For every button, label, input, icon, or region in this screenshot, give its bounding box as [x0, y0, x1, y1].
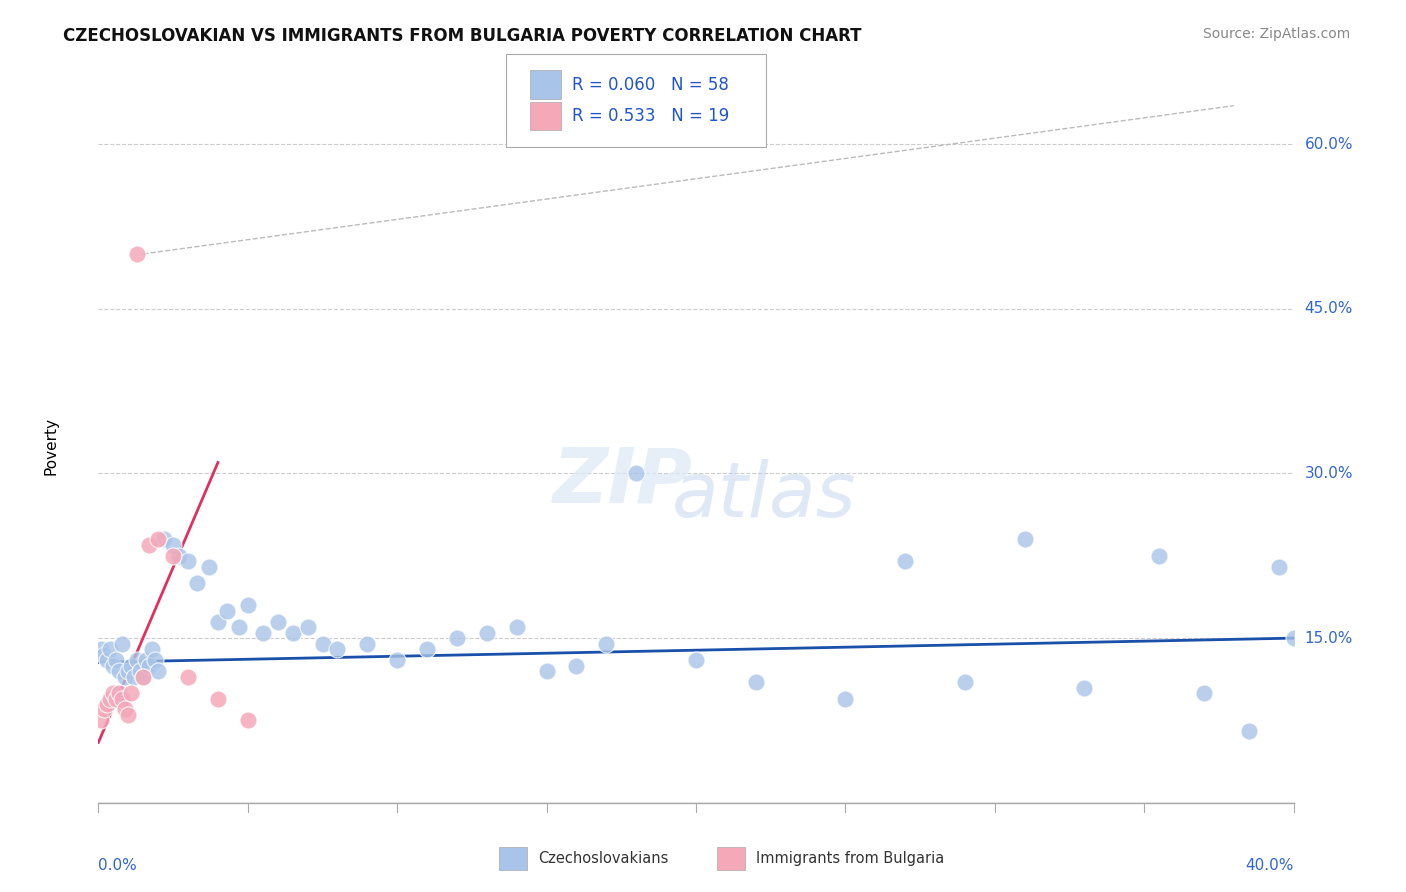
Point — [103, 686, 125, 700]
Point — [105, 653, 128, 667]
Point — [120, 658, 142, 673]
Point — [536, 664, 558, 678]
Point — [162, 549, 184, 563]
Point — [148, 664, 170, 678]
Point — [105, 691, 128, 706]
Point — [446, 631, 468, 645]
Point — [114, 669, 136, 683]
Point — [626, 467, 648, 481]
Point — [167, 549, 190, 563]
Point — [177, 554, 200, 568]
Point — [141, 642, 163, 657]
Text: 45.0%: 45.0% — [1305, 301, 1353, 317]
Point — [132, 669, 155, 683]
Point — [281, 625, 304, 640]
Point — [98, 642, 122, 657]
Point — [186, 576, 208, 591]
Point — [127, 653, 149, 667]
Text: 15.0%: 15.0% — [1305, 631, 1353, 646]
Text: 40.0%: 40.0% — [1246, 858, 1294, 872]
Point — [138, 538, 160, 552]
Point — [1073, 681, 1095, 695]
Point — [153, 533, 176, 547]
Point — [127, 247, 149, 261]
Point — [98, 691, 122, 706]
Point — [1282, 631, 1305, 645]
Point — [108, 686, 131, 700]
Point — [207, 691, 229, 706]
Point — [228, 620, 250, 634]
Text: atlas: atlas — [672, 459, 856, 533]
Point — [565, 658, 588, 673]
Point — [124, 669, 146, 683]
Point — [90, 714, 112, 728]
Point — [1267, 559, 1289, 574]
Point — [143, 653, 166, 667]
Point — [894, 554, 917, 568]
Point — [745, 675, 768, 690]
Point — [311, 637, 333, 651]
Point — [326, 642, 349, 657]
Point — [207, 615, 229, 629]
Text: Immigrants from Bulgaria: Immigrants from Bulgaria — [756, 851, 945, 866]
Point — [267, 615, 290, 629]
Text: Czechoslovakians: Czechoslovakians — [538, 851, 669, 866]
Text: CZECHOSLOVAKIAN VS IMMIGRANTS FROM BULGARIA POVERTY CORRELATION CHART: CZECHOSLOVAKIAN VS IMMIGRANTS FROM BULGA… — [63, 27, 862, 45]
Point — [595, 637, 617, 651]
Point — [1014, 533, 1036, 547]
Point — [198, 559, 221, 574]
Point — [953, 675, 976, 690]
Point — [108, 664, 131, 678]
Point — [162, 538, 184, 552]
Point — [236, 714, 259, 728]
Point — [475, 625, 498, 640]
Point — [111, 691, 134, 706]
Point — [111, 637, 134, 651]
Point — [93, 648, 115, 662]
Point — [236, 598, 259, 612]
Point — [416, 642, 439, 657]
Point — [356, 637, 378, 651]
Point — [114, 702, 136, 716]
Point — [138, 658, 160, 673]
Text: 30.0%: 30.0% — [1305, 466, 1353, 481]
Point — [135, 653, 157, 667]
Point — [96, 697, 118, 711]
Point — [96, 653, 118, 667]
Point — [148, 533, 170, 547]
Point — [103, 658, 125, 673]
Text: Poverty: Poverty — [44, 417, 58, 475]
Point — [117, 664, 139, 678]
Point — [129, 664, 152, 678]
Text: Source: ZipAtlas.com: Source: ZipAtlas.com — [1202, 27, 1350, 41]
Point — [506, 620, 529, 634]
Point — [93, 702, 115, 716]
Point — [685, 653, 707, 667]
Text: ZIP: ZIP — [553, 445, 692, 518]
Point — [90, 642, 112, 657]
Point — [120, 686, 142, 700]
Text: 60.0%: 60.0% — [1305, 136, 1353, 152]
Point — [834, 691, 856, 706]
Point — [177, 669, 200, 683]
Point — [132, 669, 155, 683]
Point — [297, 620, 319, 634]
Point — [1147, 549, 1170, 563]
Point — [215, 604, 238, 618]
Text: 0.0%: 0.0% — [98, 858, 138, 872]
Point — [1237, 724, 1260, 739]
Point — [1192, 686, 1215, 700]
Point — [385, 653, 409, 667]
Point — [252, 625, 274, 640]
Text: R = 0.060   N = 58: R = 0.060 N = 58 — [572, 76, 730, 94]
Point — [117, 708, 139, 723]
Text: R = 0.533   N = 19: R = 0.533 N = 19 — [572, 107, 730, 125]
